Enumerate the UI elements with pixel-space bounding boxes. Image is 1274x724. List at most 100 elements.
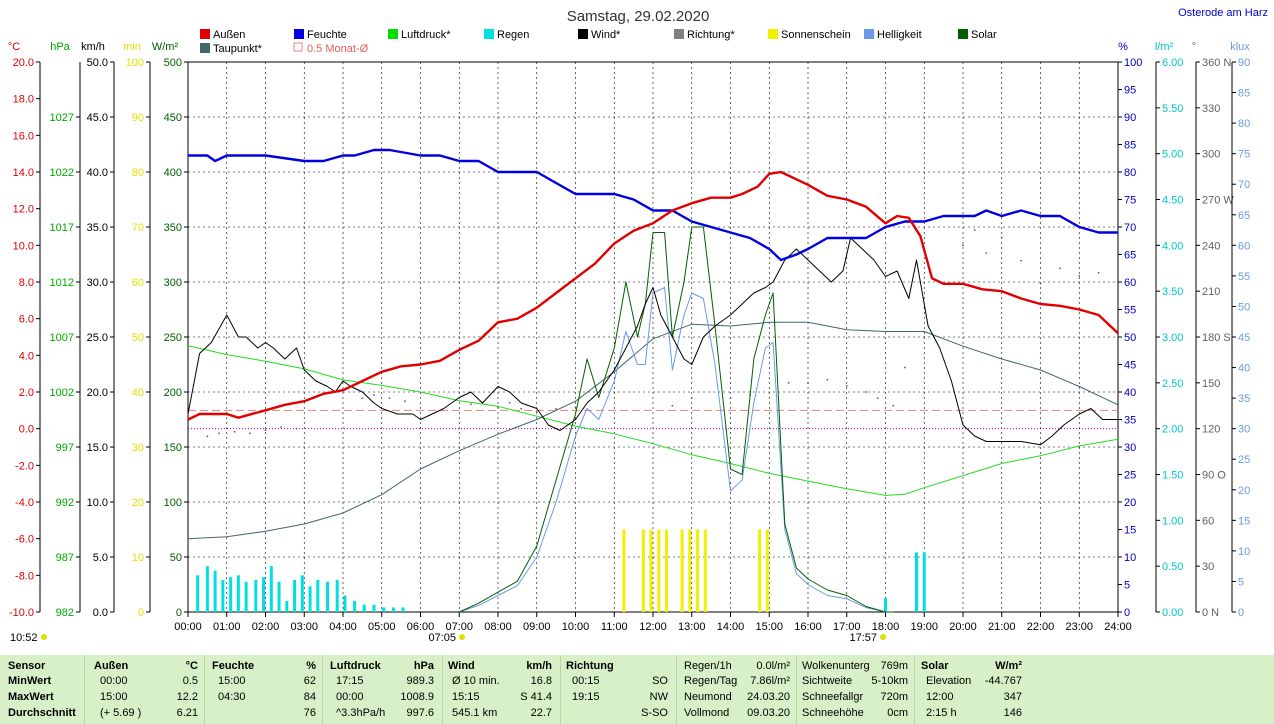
tick-label-pressure: 1027	[50, 112, 74, 124]
summary-cell: Vollmond	[684, 707, 730, 719]
tick-label-lux: 90	[1238, 57, 1250, 69]
tick-label-sunshine: 40	[132, 387, 144, 399]
tick-label-direction: 150	[1202, 378, 1220, 390]
tick-label-wind: 15.0	[87, 442, 108, 454]
legend-item: Regen	[497, 29, 529, 41]
direction-point	[233, 430, 236, 433]
axis-unit-wind: km/h	[81, 41, 105, 53]
tick-label-x: 09:00	[523, 621, 551, 633]
direction-point	[373, 394, 375, 396]
tick-label-x: 02:00	[252, 621, 280, 633]
weather-chart: Samstag, 29.02.2020 Osterode am Harz Auß…	[8, 7, 1268, 644]
tick-label-temp: 4.0	[19, 350, 34, 362]
tick-label-wind: 25.0	[87, 332, 108, 344]
tick-label-lux: 75	[1238, 149, 1250, 161]
tick-label-x: 14:00	[717, 621, 745, 633]
tick-label-rain: 0.00	[1162, 607, 1183, 619]
tick-label-x: 19:00	[910, 621, 938, 633]
tick-label-humidity: 20	[1124, 497, 1136, 509]
plot-area	[187, 61, 1119, 613]
tick-label-sunshine: 90	[132, 112, 144, 124]
direction-point	[671, 404, 674, 407]
legend-swatch	[294, 29, 304, 39]
summary-cell: 347	[1003, 691, 1022, 703]
tick-label-lux: 45	[1238, 332, 1250, 344]
rain-bar	[353, 601, 357, 612]
series-line-luftdruck	[187, 345, 1119, 496]
summary-cell: MaxWert	[8, 691, 54, 703]
tick-label-pressure: 1007	[50, 332, 74, 344]
summary-divider	[84, 655, 85, 724]
rain-bar	[213, 570, 217, 612]
tick-label-solar: 350	[164, 222, 182, 234]
tick-label-direction: 0 N	[1202, 607, 1219, 619]
axis-unit-temp: °C	[8, 41, 20, 53]
rain-bar	[229, 577, 233, 612]
direction-point	[1078, 274, 1081, 277]
tick-label-humidity: 55	[1124, 305, 1136, 317]
summary-cell: 16.8	[530, 675, 552, 687]
direction-point	[1000, 236, 1003, 239]
summary-cell: 989.3	[406, 675, 434, 687]
legend: Außen Feuchte Luftdruck* Regen Wind* Richtung…	[200, 29, 997, 55]
summary-cell: 12.2	[176, 691, 198, 703]
summary-cell: 15:00	[218, 675, 246, 687]
rain-bar	[269, 566, 273, 612]
tick-label-sunshine: 60	[132, 277, 144, 289]
legend-swatch	[864, 29, 874, 39]
direction-point	[388, 397, 391, 400]
sunshine-bar	[765, 529, 769, 612]
legend-swatch	[578, 29, 588, 39]
tick-label-x: 04:00	[329, 621, 357, 633]
summary-cell: 0cm	[887, 707, 908, 719]
summary-cell: ^3.3hPa/h	[336, 707, 386, 719]
tick-label-pressure: 987	[56, 552, 74, 564]
tick-label-humidity: 75	[1124, 195, 1136, 207]
tick-label-pressure: 1017	[50, 222, 74, 234]
tick-label-humidity: 100	[1124, 57, 1142, 69]
tick-label-wind: 35.0	[87, 222, 108, 234]
tick-label-x: 18:00	[872, 621, 900, 633]
direction-point	[985, 252, 988, 254]
series-line-feuchte	[188, 148, 1118, 262]
tick-label-humidity: 70	[1124, 222, 1136, 234]
summary-cell: (+ 5.69 )	[100, 707, 142, 719]
direction-point	[535, 410, 538, 413]
tick-label-temp: 14.0	[13, 167, 34, 179]
tick-label-rain: 0.50	[1162, 561, 1183, 573]
direction-point	[361, 397, 364, 400]
tick-label-lux: 30	[1238, 424, 1250, 436]
tick-label-pressure: 1012	[50, 277, 74, 289]
tick-label-lux: 80	[1238, 118, 1250, 130]
summary-cell: 0.0l/m²	[756, 660, 790, 672]
tick-label-rain: 2.00	[1162, 424, 1183, 436]
rain-bar	[262, 577, 266, 612]
tick-label-humidity: 5	[1124, 580, 1130, 592]
sunshine-bar	[665, 529, 669, 612]
tick-label-lux: 60	[1238, 240, 1250, 252]
tick-label-lux: 0	[1238, 607, 1244, 619]
summary-cell: Luftdruck	[330, 660, 381, 672]
sun-marker-icon	[41, 634, 47, 640]
tick-label-x: 08:00	[484, 621, 512, 633]
legend-item: 0.5 Monat-Ø	[307, 43, 369, 55]
summary-cell: 2:15 h	[926, 707, 957, 719]
summary-cell: 15:00	[100, 691, 128, 703]
direction-point	[876, 397, 879, 400]
rain-bar	[884, 598, 887, 612]
tick-label-temp: 0.0	[19, 424, 34, 436]
legend-item: Sonnenschein	[781, 29, 851, 41]
legend-swatch	[958, 29, 968, 39]
summary-cell: 84	[303, 691, 316, 703]
legend-item: Luftdruck*	[401, 29, 451, 41]
tick-label-rain: 5.50	[1162, 103, 1183, 115]
chart-title: Samstag, 29.02.2020	[567, 8, 710, 25]
tick-label-temp: 12.0	[13, 204, 34, 216]
tick-label-humidity: 80	[1124, 167, 1136, 179]
series-line-wind	[187, 237, 1118, 446]
summary-cell: 0.5	[182, 675, 198, 687]
rain-bar	[343, 595, 347, 612]
direction-point	[690, 397, 693, 400]
tick-label-x: 16:00	[794, 621, 822, 633]
tick-label-x: 06:00	[407, 621, 435, 633]
